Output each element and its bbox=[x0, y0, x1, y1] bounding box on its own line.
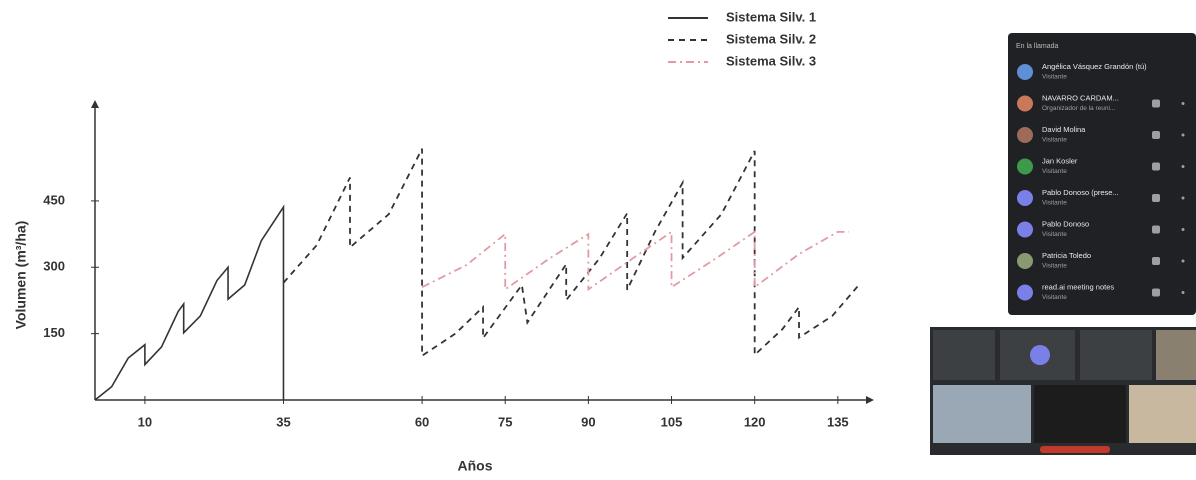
more-button[interactable] bbox=[1181, 228, 1185, 231]
video-tile bbox=[1080, 330, 1152, 380]
x-tick-label: 75 bbox=[498, 414, 512, 429]
video-tile bbox=[1129, 385, 1196, 443]
x-axis-label: Años bbox=[458, 458, 493, 474]
participant-name: Pablo Donoso bbox=[1042, 219, 1089, 228]
mute-button[interactable] bbox=[1152, 288, 1160, 297]
avatar bbox=[1017, 64, 1033, 80]
legend-label: Sistema Silv. 1 bbox=[726, 9, 816, 24]
participant-name: read.ai meeting notes bbox=[1042, 282, 1114, 291]
participant-role: Visitante bbox=[1042, 294, 1067, 301]
more-button[interactable] bbox=[1181, 133, 1185, 137]
legend-label: Sistema Silv. 2 bbox=[726, 31, 816, 46]
mute-button[interactable] bbox=[1152, 257, 1160, 265]
controls-bar[interactable] bbox=[1040, 446, 1110, 453]
x-tick-label: 105 bbox=[661, 414, 683, 429]
avatar bbox=[1017, 221, 1033, 238]
avatar bbox=[1017, 158, 1033, 175]
x-tick-label: 35 bbox=[276, 414, 290, 429]
participant-role: Visitante bbox=[1042, 74, 1067, 81]
participant-name: Jan Kosler bbox=[1042, 156, 1078, 165]
mute-button[interactable] bbox=[1152, 162, 1160, 171]
x-tick-label: 10 bbox=[138, 414, 152, 429]
y-axis-label: Volumen (m³/ha) bbox=[13, 221, 29, 330]
more-button[interactable] bbox=[1181, 259, 1185, 263]
avatar bbox=[1030, 345, 1050, 365]
avatar bbox=[1017, 127, 1033, 143]
more-button[interactable] bbox=[1181, 165, 1185, 168]
participant-role: Visitante bbox=[1042, 263, 1067, 270]
y-tick-label: 300 bbox=[43, 259, 65, 274]
x-tick-label: 135 bbox=[827, 414, 849, 429]
avatar bbox=[1017, 253, 1033, 269]
participant-name: Angélica Vásquez Grandón (tú) bbox=[1042, 62, 1147, 71]
y-tick-label: 150 bbox=[43, 325, 65, 340]
participant-name: NAVARRO CARDAM... bbox=[1042, 93, 1119, 102]
participant-role: Visitante bbox=[1042, 168, 1067, 175]
participant-name: David Molina bbox=[1042, 125, 1086, 134]
participant-role: Visitante bbox=[1042, 137, 1067, 144]
video-tile bbox=[933, 385, 1031, 443]
legend-label: Sistema Silv. 3 bbox=[726, 53, 816, 68]
video-tile bbox=[1156, 330, 1196, 380]
series-line bbox=[421, 230, 849, 292]
more-button[interactable] bbox=[1181, 102, 1185, 105]
x-tick-label: 60 bbox=[415, 414, 429, 429]
panel-title: En la llamada bbox=[1016, 43, 1059, 50]
mute-button[interactable] bbox=[1152, 194, 1160, 202]
avatar bbox=[1017, 95, 1033, 112]
avatar bbox=[1017, 284, 1033, 301]
x-tick-label: 120 bbox=[744, 414, 766, 429]
more-button[interactable] bbox=[1181, 291, 1185, 294]
x-tick-label: 90 bbox=[581, 414, 595, 429]
participant-name: Patricia Toledo bbox=[1042, 251, 1091, 260]
participant-role: Visitante bbox=[1042, 231, 1067, 238]
series-line bbox=[94, 204, 285, 401]
series-line bbox=[282, 148, 861, 358]
participant-role: Organizador de la reuni... bbox=[1042, 105, 1116, 112]
y-tick-label: 450 bbox=[43, 192, 65, 207]
more-button[interactable] bbox=[1181, 196, 1185, 200]
y-axis-arrow bbox=[91, 100, 99, 108]
mute-button[interactable] bbox=[1152, 99, 1160, 108]
participant-role: Visitante bbox=[1042, 200, 1067, 207]
participant-name: Pablo Donoso (prese... bbox=[1042, 188, 1119, 197]
avatar bbox=[1017, 190, 1033, 206]
mute-button[interactable] bbox=[1152, 131, 1160, 139]
mute-button[interactable] bbox=[1152, 225, 1160, 234]
video-tile bbox=[933, 330, 995, 380]
participants-panel bbox=[1008, 33, 1196, 315]
x-axis-arrow bbox=[866, 396, 874, 404]
video-tile bbox=[1034, 385, 1126, 443]
